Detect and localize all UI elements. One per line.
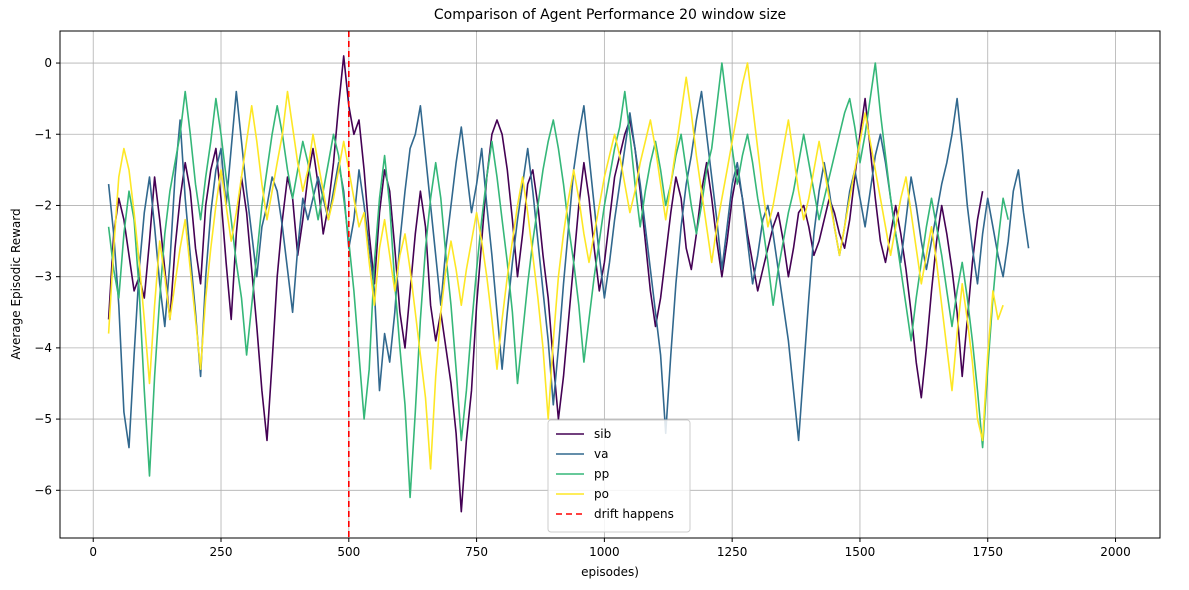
legend: sib va pp po drift happens [547, 419, 691, 533]
series-line-po [107, 62, 1004, 470]
y-tick-label: −3 [34, 270, 52, 284]
legend-label: po [594, 487, 609, 501]
x-tick-label: 1000 [589, 545, 620, 559]
x-tick-label: 1250 [717, 545, 748, 559]
x-tick-label: 0 [89, 545, 97, 559]
legend-label: pp [594, 467, 609, 481]
y-tick-label: −5 [34, 412, 52, 426]
legend-label: sib [594, 427, 611, 441]
x-tick-label: 750 [465, 545, 488, 559]
x-tick-label: 1750 [972, 545, 1003, 559]
legend-label: va [594, 447, 608, 461]
x-tick-label: 1500 [845, 545, 876, 559]
x-axis-title: episodes) [581, 565, 639, 579]
y-tick-label: 0 [44, 56, 52, 70]
legend-label: drift happens [594, 507, 674, 521]
plot-frame [59, 30, 1161, 539]
chart-title: Comparison of Agent Performance 20 windo… [434, 7, 786, 23]
series-layer [107, 55, 1030, 513]
y-axis-title: Average Episodic Reward [9, 208, 23, 359]
legend-box [547, 419, 691, 533]
series-line-sib [107, 55, 984, 513]
x-tick-label: 2000 [1100, 545, 1131, 559]
x-tick-label: 500 [337, 545, 360, 559]
y-tick-label: −4 [34, 341, 52, 355]
y-tick-label: −2 [34, 198, 52, 212]
y-tick-label: −1 [34, 127, 52, 141]
axis-ticks: 0 250 500 750 1000 1250 1500 1750 2000 0 −1 −2 −3 −4 −… [34, 56, 1131, 559]
y-tick-label: −6 [34, 483, 52, 497]
x-tick-label: 250 [210, 545, 233, 559]
